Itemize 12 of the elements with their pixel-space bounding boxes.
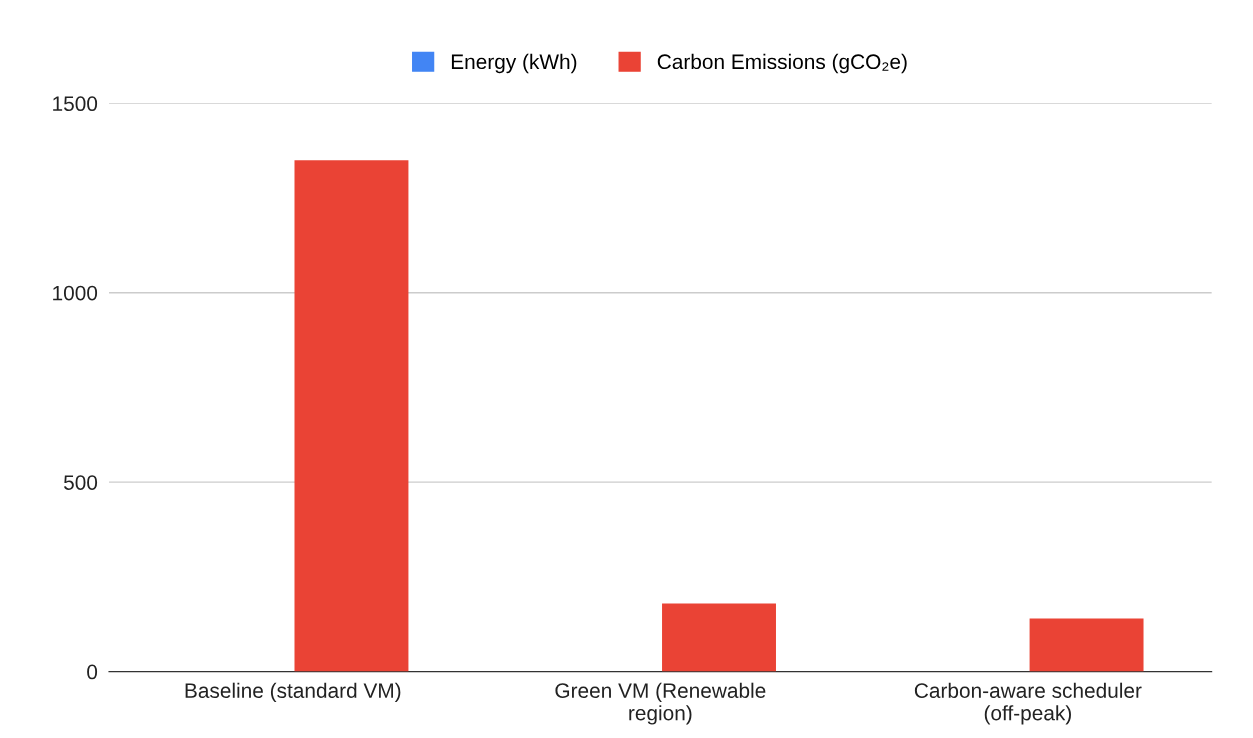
y-tick-label: 1500 (53, 96, 98, 112)
legend-label: Energy (kWh) (451, 53, 577, 74)
x-tick-label: Baseline (standard VM) (185, 682, 401, 703)
bar (294, 160, 409, 672)
bar (662, 603, 776, 672)
bar (1029, 618, 1144, 672)
x-tick-label: Green VM (Renewable region) (555, 682, 766, 725)
legend-label: Carbon Emissions (gCO₂e) (657, 53, 907, 74)
y-tick-label: 0 (87, 664, 98, 680)
y-tick-label: 500 (63, 475, 98, 490)
x-tick-label: Carbon-aware scheduler (off-peak) (914, 682, 1142, 725)
y-tick-label: 1000 (53, 285, 98, 301)
